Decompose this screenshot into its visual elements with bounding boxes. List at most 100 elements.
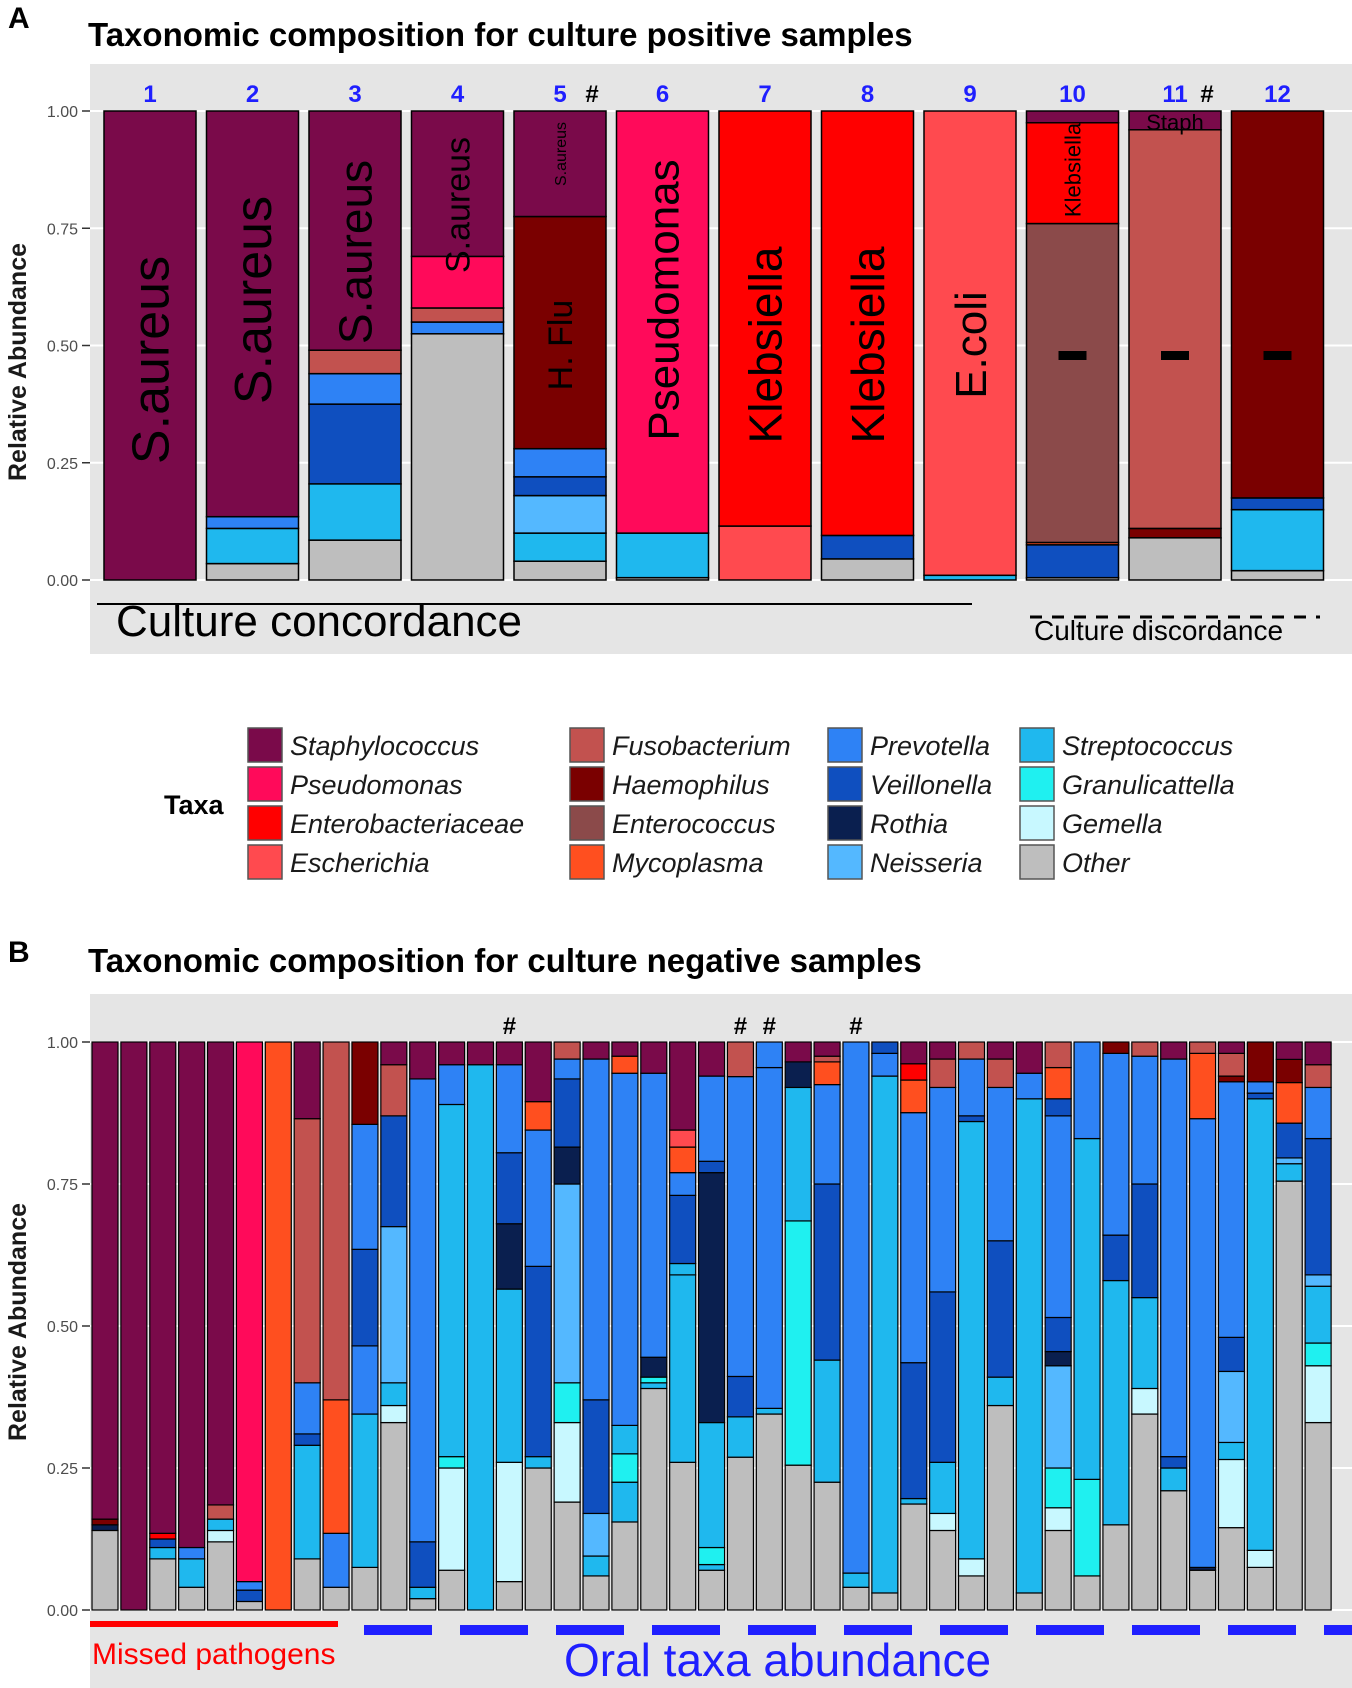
segment-mycoplasma: [524, 1101, 552, 1131]
segment-prevotella: [1217, 1081, 1246, 1338]
segment-staphylococcus: [308, 110, 402, 351]
segment-veillonella: [726, 1375, 755, 1418]
sample-number: 7: [758, 81, 771, 108]
segment-streptococcus: [1015, 1098, 1043, 1594]
segment-streptococcus: [697, 1563, 726, 1571]
hash-marker: #: [763, 1013, 776, 1040]
segment-fusobacterium: [410, 307, 505, 323]
segment-fusobacterium: [1188, 1041, 1217, 1054]
segment-veillonella: [1102, 1234, 1130, 1282]
segment-staphylococcus: [524, 1041, 552, 1103]
segment-other: [1275, 1180, 1303, 1611]
segment-rothia: [784, 1061, 812, 1089]
segment-staphylococcus: [1025, 110, 1120, 124]
legend-swatch: [569, 844, 605, 880]
segment-staphylococcus: [1015, 1041, 1043, 1074]
bar-annotation: S.aureus: [440, 137, 478, 273]
segment-veillonella: [957, 1115, 986, 1123]
segment-staphylococcus: [513, 110, 607, 218]
segment-other: [813, 1481, 841, 1611]
segment-gemella: [929, 1512, 957, 1532]
segment-streptococcus: [513, 532, 607, 562]
segment-streptococcus: [293, 1444, 321, 1560]
bar-3: 3: [308, 81, 402, 581]
segment-prevotella: [322, 1532, 350, 1588]
segment-neisseria: [582, 1512, 610, 1557]
legend-item-rothia: Rothia: [827, 805, 948, 841]
segment-streptococcus: [784, 1086, 812, 1222]
segment-veillonella: [813, 1183, 841, 1361]
segment-staphylococcus: [900, 1041, 928, 1065]
segment-veillonella: [697, 1160, 726, 1174]
bar-29: [900, 1041, 928, 1611]
segment-staphylococcus: [986, 1041, 1014, 1060]
segment-mycoplasma: [1188, 1052, 1217, 1120]
segment-streptococcus: [611, 1481, 639, 1523]
bar-12: [409, 1041, 437, 1611]
legend-item-fusobacterium: Fusobacterium: [569, 727, 791, 763]
segment-prevotella: [582, 1058, 610, 1401]
segment-gemella: [206, 1529, 235, 1543]
sample-number: 11: [1162, 81, 1187, 108]
bar-31: [957, 1041, 986, 1611]
dash-marker: [1161, 351, 1189, 360]
segment-haemophilus: [1128, 527, 1222, 539]
segment-veillonella: [871, 1041, 899, 1054]
segment-prevotella: [524, 1129, 552, 1267]
legend-label: Haemophilus: [612, 770, 770, 800]
sample-number: 10: [1059, 81, 1086, 108]
legend-item-gemella: Gemella: [1019, 805, 1163, 841]
segment-prevotella: [1102, 1052, 1130, 1236]
segment-prevotella: [929, 1086, 957, 1293]
segment-haemophilus: [1102, 1041, 1130, 1054]
segment-fusobacterium: [1128, 129, 1222, 530]
legend-swatch: [827, 805, 863, 841]
segment-prevotella: [611, 1072, 639, 1426]
segment-other: [871, 1592, 899, 1611]
segment-other: [524, 1467, 552, 1611]
segment-streptococcus: [900, 1497, 928, 1505]
segment-fusobacterium: [293, 1118, 321, 1384]
bar-22: [697, 1041, 726, 1611]
bar-26: [813, 1041, 841, 1611]
segment-veillonella: [1044, 1316, 1072, 1353]
segment-staphylococcus: [1160, 1041, 1188, 1060]
sample-number: 12: [1264, 81, 1291, 108]
bar-1: [91, 1041, 119, 1611]
segment-prevotella: [409, 1078, 437, 1543]
segment-neisseria: [513, 494, 607, 534]
segment-prevotella: [1044, 1115, 1072, 1319]
y-tick-label: 0.00: [47, 573, 78, 590]
segment-streptococcus: [929, 1461, 957, 1515]
legend-swatch: [1019, 727, 1055, 763]
segment-mycoplasma: [813, 1061, 841, 1086]
legend-item-mycoplasma: Mycoplasma: [569, 844, 764, 880]
segment-other: [1160, 1490, 1188, 1611]
segment-staphylococcus: [205, 110, 300, 518]
segment-gemella: [957, 1558, 986, 1577]
segment-other: [1230, 569, 1325, 581]
segment-other: [1015, 1592, 1043, 1611]
segment-staphylococcus: [438, 1041, 466, 1066]
y-tick-label: 1.00: [47, 104, 78, 121]
bar-6: [235, 1041, 264, 1611]
segment-streptococcus: [409, 1586, 437, 1600]
segment-prevotella: [726, 1075, 755, 1378]
bar-6: 6: [615, 81, 710, 581]
segment-other: [149, 1558, 177, 1611]
segment-other: [726, 1456, 755, 1611]
segment-prevotella: [1304, 1086, 1332, 1140]
segment-staphylococcus: [1304, 1041, 1332, 1066]
segment-prevotella: [842, 1041, 870, 1574]
legend-label: Enterococcus: [612, 809, 776, 839]
y-tick-label: 0.75: [47, 221, 78, 238]
bar-18: [582, 1041, 610, 1611]
bar-40: [1217, 1041, 1246, 1611]
sample-number: 3: [348, 81, 361, 108]
segment-prevotella: [495, 1064, 523, 1154]
legend-swatch: [1019, 844, 1055, 880]
bar-annotation: Pseudomonas: [639, 159, 688, 440]
segment-granulicattella: [697, 1546, 726, 1566]
segment-other: [1131, 1413, 1159, 1611]
segment-streptococcus: [669, 1262, 697, 1276]
